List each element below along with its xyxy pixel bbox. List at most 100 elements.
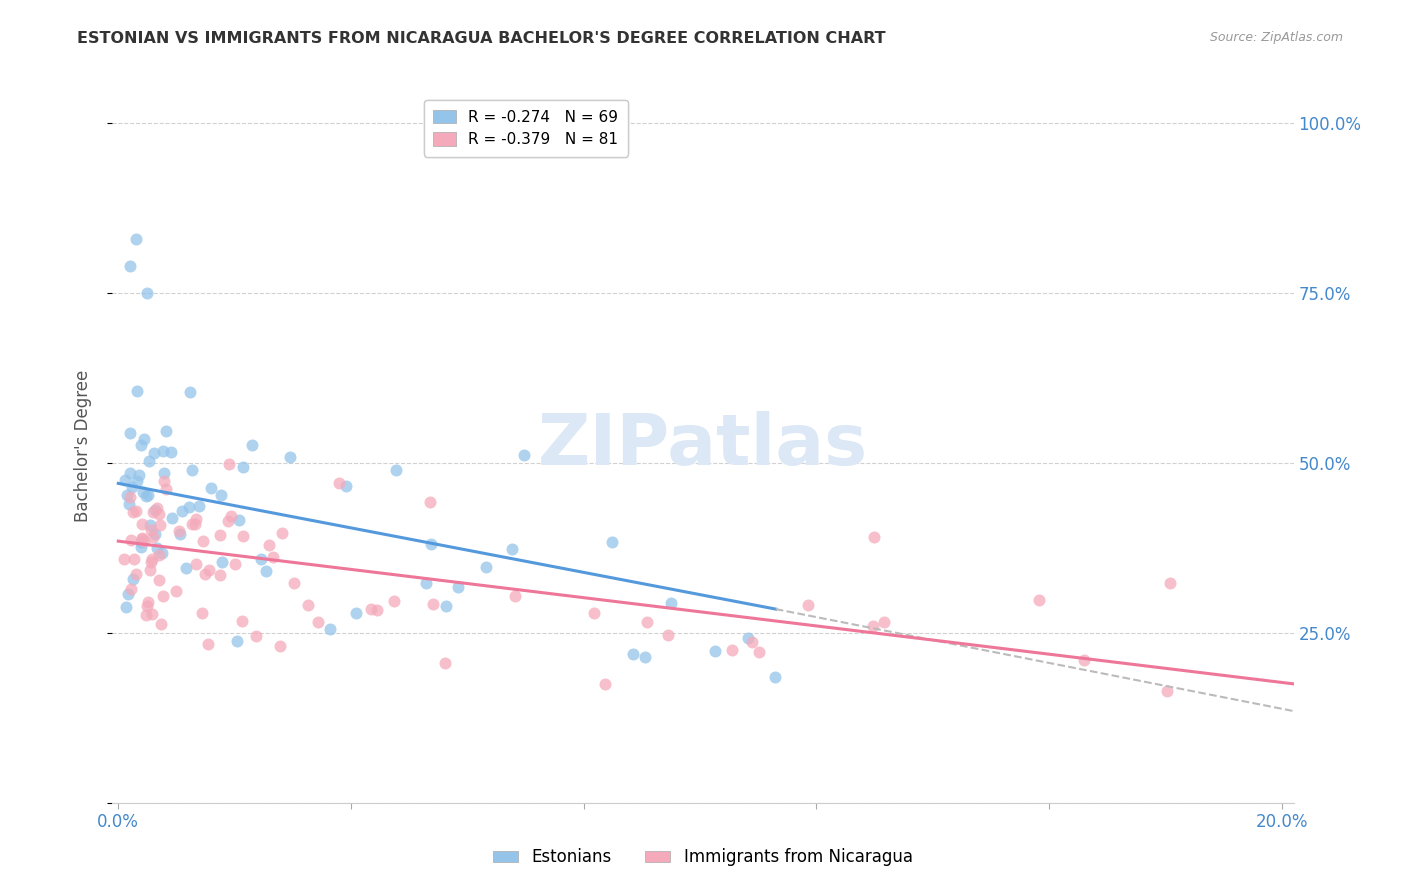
Point xyxy=(136,488,159,502)
Point xyxy=(165,584,187,599)
Point xyxy=(621,648,644,662)
Point xyxy=(263,549,285,564)
Point xyxy=(249,552,271,566)
Point xyxy=(283,575,305,590)
Point xyxy=(419,537,441,551)
Point xyxy=(193,534,215,549)
Point xyxy=(118,490,141,504)
Point xyxy=(209,488,232,502)
Point xyxy=(131,532,153,546)
Point xyxy=(344,606,367,620)
Point xyxy=(636,615,658,630)
Point xyxy=(254,564,277,578)
Point xyxy=(184,512,207,526)
Point xyxy=(136,599,159,614)
Point xyxy=(704,644,727,658)
Point xyxy=(634,650,657,665)
Legend: R = -0.274   N = 69, R = -0.379   N = 81: R = -0.274 N = 69, R = -0.379 N = 81 xyxy=(425,101,627,156)
Point xyxy=(120,466,142,480)
Point xyxy=(132,432,155,446)
Point xyxy=(150,616,173,631)
Point xyxy=(148,573,170,587)
Point xyxy=(503,590,526,604)
Point xyxy=(218,457,240,471)
Point xyxy=(228,513,250,527)
Y-axis label: Bachelor's Degree: Bachelor's Degree xyxy=(73,370,91,522)
Point xyxy=(169,527,191,541)
Text: ZIPatlas: ZIPatlas xyxy=(538,411,868,481)
Point xyxy=(415,575,437,590)
Point xyxy=(184,516,207,531)
Point xyxy=(863,530,886,544)
Point xyxy=(141,552,163,566)
Point xyxy=(198,563,221,577)
Point xyxy=(419,495,441,509)
Point xyxy=(148,507,170,521)
Point xyxy=(1028,592,1050,607)
Point xyxy=(155,424,177,438)
Point xyxy=(422,597,444,611)
Point xyxy=(737,631,759,645)
Point xyxy=(232,460,254,475)
Point xyxy=(129,534,152,549)
Point xyxy=(114,473,136,487)
Text: Source: ZipAtlas.com: Source: ZipAtlas.com xyxy=(1209,31,1343,45)
Point xyxy=(129,438,152,452)
Point xyxy=(118,259,141,273)
Point xyxy=(1073,653,1095,667)
Point xyxy=(191,606,214,620)
Point xyxy=(152,467,174,481)
Point xyxy=(152,475,174,489)
Point xyxy=(114,552,136,566)
Point xyxy=(208,568,231,582)
Point xyxy=(194,566,217,581)
Point xyxy=(659,596,682,610)
Point xyxy=(765,670,787,684)
Point xyxy=(583,607,606,621)
Point xyxy=(128,468,150,483)
Point xyxy=(211,555,233,569)
Point xyxy=(118,497,141,511)
Point xyxy=(184,557,207,571)
Point xyxy=(125,567,148,582)
Point xyxy=(121,505,143,519)
Point xyxy=(208,528,231,542)
Legend: Estonians, Immigrants from Nicaragua: Estonians, Immigrants from Nicaragua xyxy=(486,842,920,873)
Point xyxy=(125,384,148,398)
Point xyxy=(141,607,163,621)
Point xyxy=(748,645,770,659)
Point xyxy=(120,533,142,547)
Point xyxy=(155,483,177,497)
Point xyxy=(475,559,498,574)
Point xyxy=(307,615,329,630)
Point xyxy=(873,615,896,629)
Point xyxy=(152,589,174,603)
Point xyxy=(142,506,165,520)
Point xyxy=(141,530,163,544)
Point xyxy=(132,485,155,500)
Point xyxy=(501,541,523,556)
Point xyxy=(181,463,204,477)
Point xyxy=(297,598,319,612)
Text: ESTONIAN VS IMMIGRANTS FROM NICARAGUA BACHELOR'S DEGREE CORRELATION CHART: ESTONIAN VS IMMIGRANTS FROM NICARAGUA BA… xyxy=(77,31,886,46)
Point xyxy=(433,656,456,670)
Point xyxy=(595,677,617,691)
Point xyxy=(122,551,145,566)
Point xyxy=(172,504,194,518)
Point xyxy=(240,438,263,452)
Point xyxy=(145,501,167,516)
Point xyxy=(245,629,267,643)
Point xyxy=(162,511,184,525)
Point xyxy=(513,449,536,463)
Point xyxy=(117,587,139,601)
Point xyxy=(136,286,159,301)
Point xyxy=(335,479,357,493)
Point xyxy=(115,488,138,502)
Point xyxy=(139,524,162,538)
Point xyxy=(125,232,148,246)
Point xyxy=(271,526,294,541)
Point xyxy=(225,633,247,648)
Point xyxy=(152,444,174,458)
Point xyxy=(121,480,143,494)
Point xyxy=(217,514,239,528)
